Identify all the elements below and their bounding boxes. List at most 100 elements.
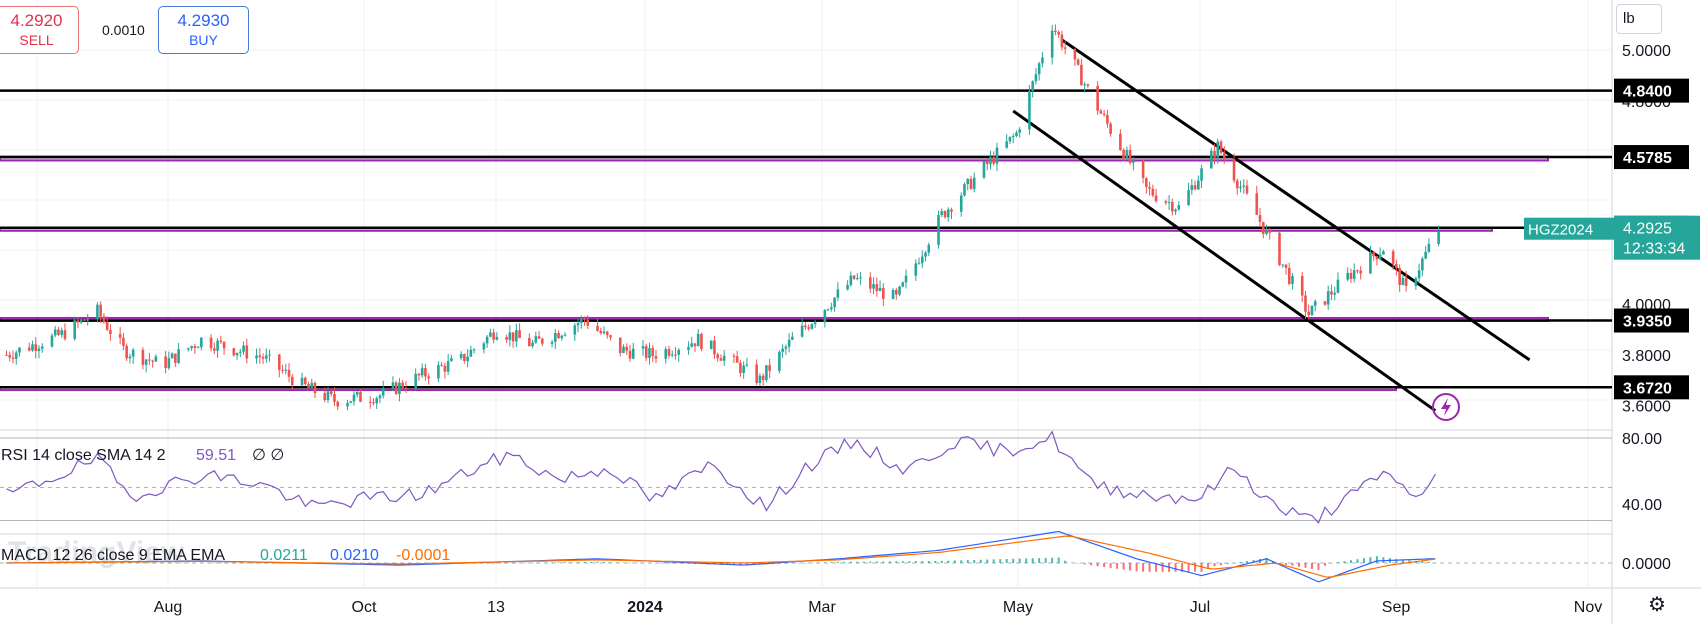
last-price-tag	[1614, 215, 1700, 260]
rsi-tick-label: 40.00	[1622, 497, 1662, 514]
candle-body	[602, 331, 606, 334]
candle-body	[898, 286, 901, 295]
candle-body	[1145, 177, 1148, 188]
candle-body	[963, 184, 966, 196]
buy-button[interactable]: 4.2930 BUY	[158, 6, 249, 54]
macd-histogram-bar	[1200, 563, 1203, 572]
candle-body	[232, 348, 236, 356]
candle-body	[495, 336, 499, 340]
macd-histogram-bar	[823, 562, 826, 563]
candle-body	[579, 318, 583, 324]
macd-histogram-bar	[654, 563, 657, 564]
macd-histogram-bar	[499, 562, 502, 564]
unit-selector[interactable]: lb	[1616, 4, 1662, 34]
candle-body	[1310, 305, 1314, 316]
macd-histogram-bar	[128, 562, 131, 564]
buy-label: BUY	[189, 32, 218, 48]
macd-histogram-bar	[804, 563, 807, 564]
macd-histogram-bar	[538, 562, 541, 564]
macd-histogram-bar	[1044, 557, 1047, 563]
candle-body	[800, 325, 804, 337]
gear-icon[interactable]: ⚙	[1648, 594, 1666, 616]
macd-histogram-bar	[1246, 561, 1249, 563]
candle-body	[1378, 254, 1382, 260]
candle-body	[687, 346, 690, 350]
macd-histogram-bar	[187, 562, 190, 564]
candle-body	[1323, 301, 1327, 305]
candle-body	[1132, 160, 1135, 163]
macd-histogram-bar	[1038, 558, 1041, 563]
candle-body	[359, 391, 362, 402]
candle-body	[1265, 229, 1268, 234]
candle-body	[1119, 133, 1122, 150]
macd-histogram-bar	[875, 561, 878, 563]
macd-histogram-bar	[200, 562, 203, 564]
macd-histogram-bar	[486, 563, 489, 564]
macd-histogram-bar	[1220, 563, 1223, 566]
candle-body	[99, 304, 102, 317]
candle-body	[1216, 141, 1220, 158]
candle-body	[1346, 272, 1349, 280]
candle-body	[1193, 185, 1197, 190]
candle-body	[846, 284, 849, 290]
candle-body	[511, 332, 515, 342]
price-tick-label: 3.8000	[1622, 348, 1671, 365]
channel-group[interactable]	[1012, 38, 1531, 412]
macd-histogram-bar	[1194, 563, 1197, 572]
candle-body	[599, 330, 603, 334]
channel-upper-line	[1061, 38, 1531, 362]
macd-histogram-bar	[596, 561, 599, 563]
macd-histogram-bar	[1310, 563, 1313, 569]
candle-body	[261, 357, 265, 359]
candle-body	[76, 320, 80, 323]
macd-histogram-bar	[1304, 563, 1307, 568]
candle-body	[722, 355, 726, 361]
candle-body	[1080, 64, 1083, 86]
candle-body	[1414, 278, 1418, 286]
macd-histogram-bar	[1018, 558, 1021, 563]
candle-body	[1382, 251, 1385, 255]
candle-body	[768, 365, 771, 371]
candle-body	[1401, 277, 1405, 285]
macd-histogram-bar	[1297, 563, 1300, 567]
candle-body	[50, 335, 54, 347]
candle-body	[420, 368, 424, 376]
flash-icon[interactable]	[1432, 393, 1460, 421]
price-tick-label: 3.6000	[1622, 399, 1671, 416]
sell-button[interactable]: 4.2920 SELL	[0, 6, 79, 54]
horizontal-lines-group[interactable]	[0, 89, 1612, 389]
macd-histogram-bar	[219, 562, 222, 564]
candle-body	[739, 362, 742, 374]
candle-body	[1375, 256, 1379, 260]
candle-body	[989, 156, 992, 165]
macd-histogram-bar	[908, 561, 911, 563]
candle-body	[349, 401, 353, 403]
candle-body	[1245, 185, 1249, 194]
candle-body	[1018, 129, 1021, 133]
macd-histogram-bar	[1129, 563, 1132, 571]
macd-histogram-bar	[278, 563, 281, 564]
candle-body	[550, 341, 554, 344]
spread-value: 0.0010	[102, 22, 145, 38]
candle-body	[836, 289, 840, 298]
candle-body	[745, 364, 749, 366]
time-axis[interactable]: Aug Oct 13 2024 Mar May Jul Sep Nov	[154, 599, 1602, 616]
macd-histogram-bar	[564, 562, 567, 563]
candle-body	[1291, 275, 1294, 284]
candle-body	[125, 345, 128, 359]
candle-body	[466, 356, 469, 362]
candle-body	[11, 357, 15, 359]
candle-body	[758, 375, 762, 384]
candle-body	[303, 377, 307, 385]
candle-body	[1083, 84, 1086, 86]
candle-body	[631, 348, 635, 359]
candle-body	[781, 348, 784, 352]
price-axis[interactable]: 5.00004.80004.00003.80003.60004.84004.57…	[1524, 43, 1700, 573]
symbol-name-tag	[1524, 217, 1614, 240]
candle-body	[27, 347, 31, 351]
candle-body	[1307, 311, 1311, 316]
candle-body	[1148, 187, 1151, 189]
time-tick-label: Aug	[154, 599, 182, 616]
